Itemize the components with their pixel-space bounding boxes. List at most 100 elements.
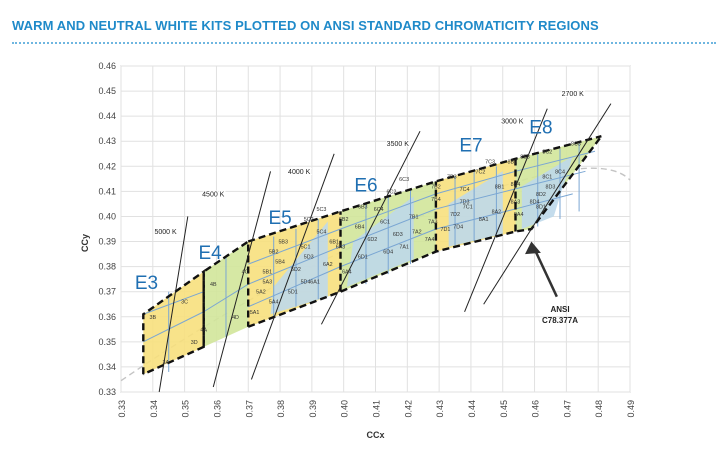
bin-label: 4B xyxy=(210,282,217,288)
kit-label: E3 xyxy=(135,273,158,294)
bin-label: 5A4 xyxy=(269,300,279,306)
cct-label: 3000 K xyxy=(501,119,524,126)
bin-label: 6B2 xyxy=(339,217,349,223)
bin-gridline xyxy=(248,228,341,265)
bin-label: 5D1 xyxy=(288,290,298,296)
bin-label: 7D3 xyxy=(460,199,470,205)
y-tick-label: 0.36 xyxy=(98,312,116,322)
x-tick-label: 0.47 xyxy=(562,400,572,418)
x-tick-label: 0.46 xyxy=(531,400,541,418)
bin-label: 6C3 xyxy=(399,177,409,183)
y-tick-label: 0.46 xyxy=(98,61,116,71)
bin-label: 6A4 xyxy=(342,270,352,276)
y-axis-label: CCy xyxy=(80,234,90,252)
kit-label: E6 xyxy=(354,175,377,196)
bin-label: 6B1 xyxy=(329,240,339,246)
bin-label: 7B3 xyxy=(447,174,457,180)
x-tick-label: 0.33 xyxy=(117,400,127,418)
cct-label: 2700 K xyxy=(562,91,585,98)
cct-isoline xyxy=(158,216,189,393)
bin-region xyxy=(346,196,414,287)
kit-label: E4 xyxy=(198,243,222,264)
cct-isoline xyxy=(320,130,421,325)
y-tick-label: 0.42 xyxy=(98,161,116,171)
bin-label: 7D2 xyxy=(450,212,460,218)
bin-label: 8B4 xyxy=(511,182,521,188)
x-tick-label: 0.44 xyxy=(467,400,477,418)
y-tick-label: 0.38 xyxy=(98,262,116,272)
cct-isoline xyxy=(483,103,612,305)
bin-label: 6D3 xyxy=(393,232,403,238)
bin-label: 6C1 xyxy=(380,219,390,225)
bin-region xyxy=(448,171,503,247)
title-divider xyxy=(12,42,716,44)
bin-label: 3C xyxy=(181,300,188,306)
cct-label: 4500 K xyxy=(202,191,225,198)
kit-boundary xyxy=(247,135,603,328)
bin-gridline xyxy=(248,266,341,308)
x-tick-label: 0.42 xyxy=(403,400,413,418)
bin-label: 6A3 xyxy=(336,245,346,251)
bin-label: 5D2 xyxy=(291,267,301,273)
kit-label: E8 xyxy=(529,118,552,139)
bin-label: 8C3 xyxy=(571,142,581,148)
y-tick-label: 0.43 xyxy=(98,136,116,146)
y-tick-label: 0.34 xyxy=(98,362,116,372)
x-tick-label: 0.40 xyxy=(340,400,350,418)
bin-gridline xyxy=(435,188,516,210)
bin-label: 6B3 xyxy=(358,204,368,210)
bin-label: 7A4 xyxy=(425,237,435,243)
bin-label: 8A1 xyxy=(479,217,489,223)
bin-gridline xyxy=(435,208,516,230)
kit-boundary xyxy=(142,269,205,376)
cct-label: 4000 K xyxy=(288,169,311,176)
bin-label: 5A2 xyxy=(256,290,266,296)
x-tick-label: 0.49 xyxy=(626,400,636,418)
chart-title: WARM AND NEUTRAL WHITE KITS PLOTTED ON A… xyxy=(12,18,599,33)
bin-gridline xyxy=(248,246,341,285)
y-tick-label: 0.44 xyxy=(98,111,116,121)
bin-label: 5B3 xyxy=(278,240,288,246)
bin-label: 5B1 xyxy=(263,270,273,276)
y-tick-label: 0.39 xyxy=(98,237,116,247)
bin-label: 7C3 xyxy=(485,159,495,165)
bin-label: 7A3 xyxy=(428,219,438,225)
x-axis-label: CCx xyxy=(366,430,384,440)
kit-label: E7 xyxy=(459,135,482,156)
cct-isoline xyxy=(212,171,272,388)
y-tick-label: 0.35 xyxy=(98,337,116,347)
bin-label: 8A4 xyxy=(514,212,524,218)
bin-label: 7C2 xyxy=(476,169,486,175)
x-tick-label: 0.35 xyxy=(181,400,191,418)
bin-label: 3B xyxy=(150,315,157,321)
bin-label: 8D2 xyxy=(536,192,546,198)
cct-label: 5000 K xyxy=(154,229,177,236)
bin-label: 6A2 xyxy=(323,262,333,268)
x-tick-label: 0.39 xyxy=(308,400,318,418)
bin-gridline xyxy=(515,150,596,172)
bin-label: 8B3 xyxy=(520,154,530,160)
bin-label: 5B2 xyxy=(269,250,279,256)
y-tick-label: 0.37 xyxy=(98,287,116,297)
bin-label: 3A xyxy=(163,360,170,366)
y-tick-label: 0.40 xyxy=(98,211,116,221)
bin-label: 7C1 xyxy=(463,204,473,210)
bin-label: 8B1 xyxy=(495,184,505,190)
bin-label: 6C4 xyxy=(374,207,384,213)
bin-label: 6B4 xyxy=(355,224,365,230)
bin-label: 4D xyxy=(232,315,239,321)
y-tick-label: 0.33 xyxy=(98,387,116,397)
bin-label: 8C2 xyxy=(542,149,552,155)
ansi-label-line1: ANSI xyxy=(550,305,569,314)
bin-label: 8D4 xyxy=(530,199,540,205)
bin-label: 8D3 xyxy=(546,184,556,190)
kit-label: E5 xyxy=(268,208,291,229)
bin-label: 5A1 xyxy=(250,310,260,316)
bin-label: 6C2 xyxy=(386,189,396,195)
x-tick-label: 0.48 xyxy=(594,400,604,418)
bin-label: 5D4 xyxy=(301,280,311,286)
kit-boundary xyxy=(247,135,602,243)
bin-gridline xyxy=(143,311,204,343)
bin-label: 5C2 xyxy=(304,217,314,223)
